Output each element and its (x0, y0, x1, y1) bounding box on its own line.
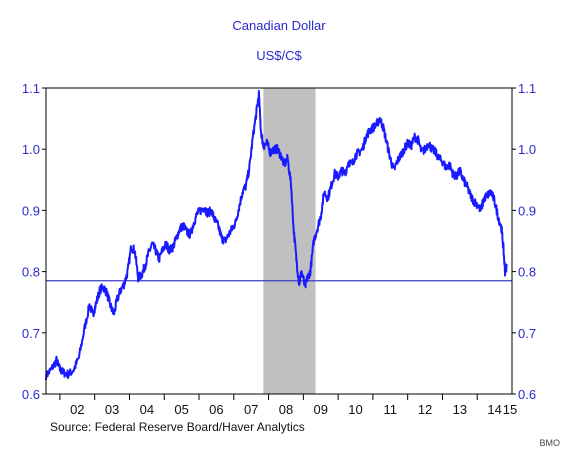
shaded-region (263, 88, 316, 394)
y-tick-label-left: 1.0 (22, 142, 40, 157)
x-tick-label: 12 (418, 402, 432, 417)
source-note: Source: Federal Reserve Board/Haver Anal… (50, 420, 305, 434)
x-tick-label: 02 (70, 402, 84, 417)
x-tick-label: 13 (453, 402, 467, 417)
y-tick-label-right: 0.8 (518, 265, 536, 280)
y-tick-label-left: 0.6 (22, 387, 40, 402)
x-tick-label: 03 (105, 402, 119, 417)
y-tick-label-right: 0.9 (518, 203, 536, 218)
chart-subtitle: US$/C$ (256, 48, 302, 63)
plot-frame (45, 87, 513, 395)
chart-title: Canadian Dollar (232, 18, 326, 33)
x-tick-label: 08 (279, 402, 293, 417)
credit-label: BMO (539, 438, 560, 448)
x-tick-label: 04 (140, 402, 154, 417)
x-tick-label: 06 (209, 402, 223, 417)
cad-usd-series-line (45, 90, 508, 380)
x-tick-label: 10 (348, 402, 362, 417)
y-tick-label-left: 0.8 (22, 265, 40, 280)
y-tick-label-left: 1.1 (22, 81, 40, 96)
x-tick-label: 15 (503, 402, 517, 417)
y-tick-label-right: 1.1 (518, 81, 536, 96)
x-tick-label: 07 (244, 402, 258, 417)
y-tick-label-left: 0.9 (22, 203, 40, 218)
y-tick-label-right: 0.7 (518, 326, 536, 341)
x-tick-label: 05 (174, 402, 188, 417)
x-tick-label: 11 (384, 402, 398, 417)
y-tick-label-right: 0.6 (518, 387, 536, 402)
y-tick-label-left: 0.7 (22, 326, 40, 341)
y-tick-label-right: 1.0 (518, 142, 536, 157)
x-tick-label: 09 (313, 402, 327, 417)
x-tick-label: 14 (487, 402, 501, 417)
